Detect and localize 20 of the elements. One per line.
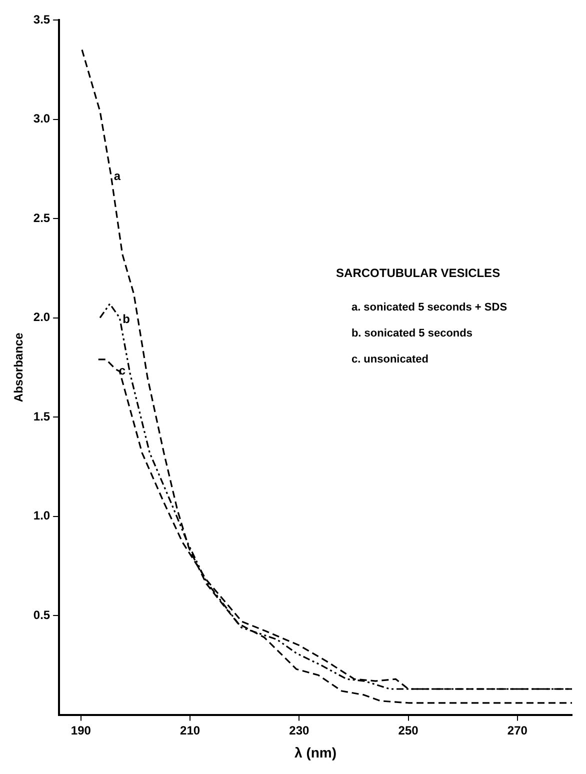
y-tick-label: 1.5 xyxy=(33,409,50,424)
y-tick-label: 2.0 xyxy=(33,310,50,324)
y-tick-label: 2.5 xyxy=(33,210,50,225)
annotation: b. sonicated 5 seconds xyxy=(351,328,472,340)
y-tick-label: 0.5 xyxy=(33,608,50,622)
x-tick-label: 270 xyxy=(507,723,528,738)
y-tick-label: 3.5 xyxy=(33,12,50,26)
x-tick-label: 230 xyxy=(289,723,310,738)
x-tick-label: 190 xyxy=(70,723,92,738)
series-label: b xyxy=(122,312,130,326)
x-axis-title: λ (nm) xyxy=(294,744,337,760)
x-tick-label: 210 xyxy=(180,723,200,738)
series-label: a xyxy=(114,169,121,184)
annotation: c. unsonicated xyxy=(351,354,428,366)
y-axis-title: Absorbance xyxy=(12,332,26,402)
x-tick-label: 250 xyxy=(398,723,419,738)
annotation: SARCOTUBULAR VESICLES xyxy=(336,266,500,280)
annotation: a. sonicated 5 seconds + SDS xyxy=(351,302,508,314)
y-tick-label: 3.0 xyxy=(33,112,50,126)
y-tick-label: 1.0 xyxy=(33,508,50,523)
